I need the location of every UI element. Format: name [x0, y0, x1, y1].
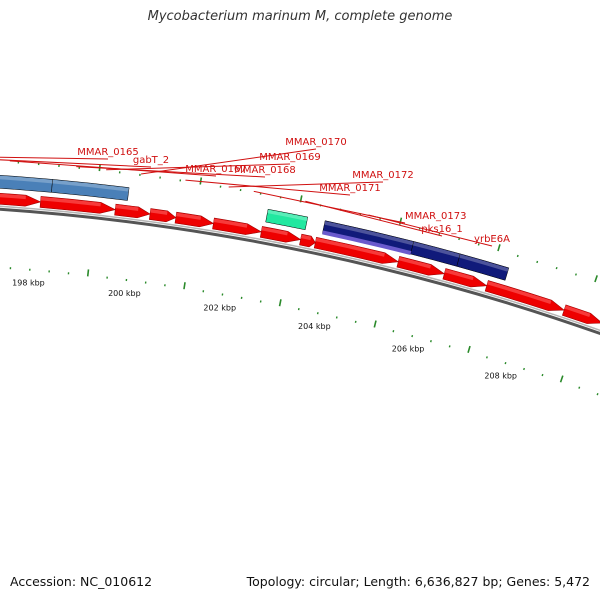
feature-block-highlight — [52, 179, 130, 192]
minor-tick — [523, 367, 526, 371]
gene-label: MMAR_0173 — [405, 211, 467, 222]
cds-highlight — [0, 193, 26, 200]
leader-line — [185, 179, 351, 196]
kbp-label: 198 kbp — [12, 279, 45, 288]
genome-backbone — [0, 205, 600, 336]
cds-highlight — [444, 268, 474, 281]
major-tick — [278, 299, 282, 307]
major-tick — [183, 282, 186, 290]
gene-label: MMAR_0167 — [185, 164, 247, 175]
minor-tick — [541, 373, 544, 377]
cds-highlight — [315, 237, 385, 257]
gene-label: MMAR_0169 — [259, 152, 321, 163]
gene-label: pks16_1 — [421, 224, 462, 235]
leader-line — [368, 214, 493, 247]
gene-label: MMAR_0171 — [319, 183, 381, 194]
minor-tick — [578, 386, 581, 389]
backbone-highlight — [0, 205, 600, 332]
minor-tick — [516, 254, 519, 258]
leader-line — [228, 181, 384, 188]
cds-highlight — [487, 281, 552, 304]
gene-label: MMAR_0165 — [77, 147, 139, 158]
feature-block-highlight — [267, 209, 308, 221]
gene-label: yrbE6A — [474, 234, 510, 245]
kbp-label: 204 kbp — [298, 322, 331, 331]
major-tick — [497, 244, 501, 252]
kbp-label: 200 kbp — [108, 289, 141, 298]
leader-line — [106, 163, 291, 171]
feature-blocks — [0, 174, 510, 281]
kbp-label: 206 kbp — [392, 345, 425, 354]
minor-tick — [448, 345, 451, 348]
accession-text: Accession: NC_010612 — [10, 574, 153, 589]
backbone-line — [0, 207, 600, 336]
cds-highlight — [300, 234, 312, 241]
feature-block — [51, 179, 130, 201]
cds-highlight — [398, 256, 432, 269]
minor-tick — [458, 237, 461, 241]
major-tick — [373, 320, 377, 328]
feature-block — [265, 208, 309, 231]
leader-line — [305, 200, 443, 237]
feature-block — [456, 253, 510, 281]
major-tick — [467, 345, 471, 353]
cds-arrow — [0, 192, 42, 207]
leader-line — [140, 148, 317, 175]
gene-label: MMAR_0172 — [352, 170, 414, 181]
cds-highlight — [40, 196, 101, 207]
minor-tick — [504, 361, 507, 365]
gene-label: gabT_2 — [133, 155, 169, 166]
gene-label: MMAR_0170 — [285, 137, 347, 148]
minor-tick — [536, 260, 539, 264]
inner-tick-ring — [9, 267, 599, 396]
major-tick — [86, 269, 90, 277]
leader-line — [0, 156, 109, 160]
feature-block-highlight — [412, 241, 461, 258]
major-tick — [199, 177, 203, 185]
major-tick — [594, 275, 598, 283]
topology-text: Topology: circular; Length: 6,636,827 bp… — [246, 574, 590, 589]
major-tick — [559, 375, 564, 383]
feature-block-highlight — [0, 175, 53, 184]
cds-highlight — [213, 218, 248, 228]
cds-highlight — [115, 204, 139, 211]
cds-highlight — [261, 226, 288, 236]
feature-block-highlight — [459, 254, 509, 272]
minor-tick — [485, 356, 488, 359]
cds-highlight — [150, 209, 168, 215]
minor-tick — [596, 393, 599, 396]
feature-block-highlight — [324, 221, 414, 246]
leader-line — [76, 166, 266, 178]
feature-strip — [322, 230, 412, 256]
cds-highlight — [176, 212, 202, 220]
minor-tick — [477, 243, 480, 246]
minor-tick — [555, 266, 558, 270]
leader-line — [0, 159, 152, 168]
cds-track — [0, 192, 600, 324]
kbp-label: 202 kbp — [203, 303, 236, 312]
cds-highlight — [564, 305, 591, 318]
map-title: Mycobacterium marinum M, complete genome — [147, 9, 453, 24]
minor-tick — [411, 334, 414, 338]
minor-tick — [430, 340, 432, 343]
kbp-label: 208 kbp — [484, 371, 517, 380]
outer-tick-ring — [17, 161, 598, 283]
minor-tick — [574, 273, 577, 276]
gene-label: MMAR_0168 — [234, 165, 296, 176]
